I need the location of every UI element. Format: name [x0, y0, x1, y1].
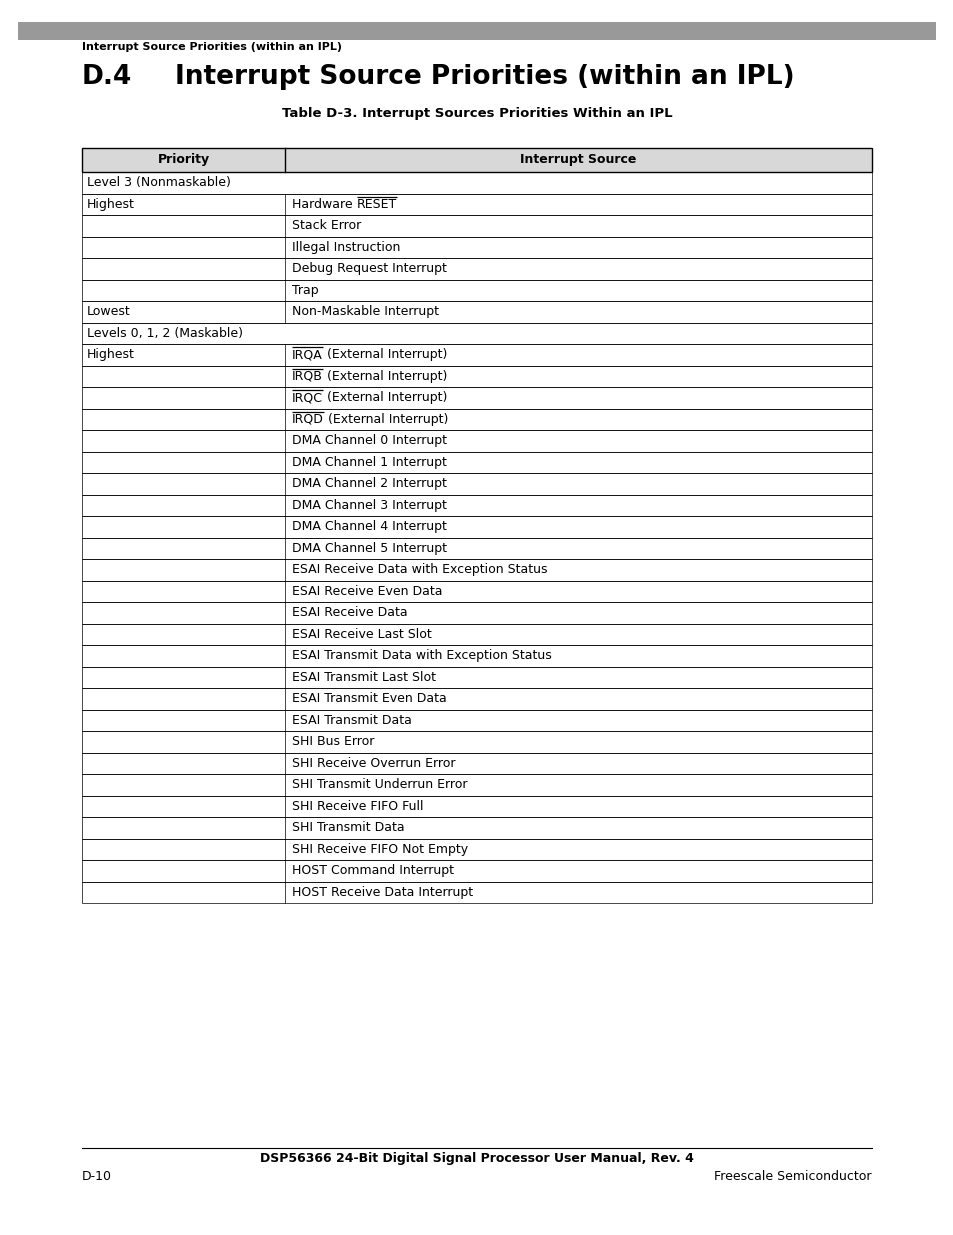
Bar	[82, 148, 871, 172]
Text: HOST Command Interrupt: HOST Command Interrupt	[292, 864, 454, 877]
Text: DMA Channel 4 Interrupt: DMA Channel 4 Interrupt	[292, 520, 446, 534]
Bar	[82, 645, 871, 667]
Text: SHI Transmit Underrun Error: SHI Transmit Underrun Error	[292, 778, 467, 792]
Bar	[82, 774, 871, 795]
Bar	[82, 345, 871, 366]
Text: Non-Maskable Interrupt: Non-Maskable Interrupt	[292, 305, 438, 319]
Text: Interrupt Source Priorities (within an IPL): Interrupt Source Priorities (within an I…	[174, 64, 794, 90]
Bar	[82, 516, 871, 537]
Text: ESAI Transmit Data with Exception Status: ESAI Transmit Data with Exception Status	[292, 650, 551, 662]
Text: Trap: Trap	[292, 284, 318, 296]
Bar	[82, 559, 871, 580]
Text: SHI Receive FIFO Not Empty: SHI Receive FIFO Not Empty	[292, 842, 468, 856]
Bar	[82, 387, 871, 409]
Text: (External Interrupt): (External Interrupt)	[322, 348, 447, 362]
Bar	[82, 279, 871, 301]
Text: IRQD: IRQD	[292, 412, 323, 426]
Text: SHI Transmit Data: SHI Transmit Data	[292, 821, 404, 835]
Text: IRQC: IRQC	[292, 391, 323, 404]
Text: RESET: RESET	[356, 198, 396, 211]
Text: DSP56366 24-Bit Digital Signal Processor User Manual, Rev. 4: DSP56366 24-Bit Digital Signal Processor…	[260, 1152, 693, 1165]
Bar	[82, 215, 871, 236]
Bar	[82, 818, 871, 839]
Text: Interrupt Source Priorities (within an IPL): Interrupt Source Priorities (within an I…	[82, 42, 341, 52]
Bar	[82, 258, 871, 279]
Bar	[82, 795, 871, 818]
Text: DMA Channel 2 Interrupt: DMA Channel 2 Interrupt	[292, 477, 446, 490]
Text: DMA Channel 1 Interrupt: DMA Channel 1 Interrupt	[292, 456, 446, 469]
Bar	[82, 322, 871, 345]
Text: DMA Channel 5 Interrupt: DMA Channel 5 Interrupt	[292, 542, 447, 555]
Bar	[82, 194, 871, 215]
Bar	[82, 430, 871, 452]
Text: Levels 0, 1, 2 (Maskable): Levels 0, 1, 2 (Maskable)	[87, 327, 243, 340]
Text: Table D-3. Interrupt Sources Priorities Within an IPL: Table D-3. Interrupt Sources Priorities …	[281, 107, 672, 120]
Text: Level 3 (Nonmaskable): Level 3 (Nonmaskable)	[87, 177, 231, 189]
Bar	[82, 494, 871, 516]
Bar	[18, 22, 935, 40]
Bar	[82, 473, 871, 494]
Text: Interrupt Source: Interrupt Source	[519, 153, 636, 167]
Bar	[82, 301, 871, 322]
Text: (External Interrupt): (External Interrupt)	[322, 369, 447, 383]
Text: Freescale Semiconductor: Freescale Semiconductor	[714, 1170, 871, 1183]
Text: D.4: D.4	[82, 64, 132, 90]
Bar	[82, 409, 871, 430]
Text: ESAI Receive Data: ESAI Receive Data	[292, 606, 407, 619]
Bar	[82, 236, 871, 258]
Bar	[82, 860, 871, 882]
Bar	[82, 537, 871, 559]
Bar	[82, 601, 871, 624]
Bar	[82, 624, 871, 645]
Text: Lowest: Lowest	[87, 305, 131, 319]
Text: IRQB: IRQB	[292, 369, 322, 383]
Text: SHI Bus Error: SHI Bus Error	[292, 735, 374, 748]
Text: Highest: Highest	[87, 348, 134, 362]
Text: Hardware: Hardware	[292, 198, 356, 211]
Text: (External Interrupt): (External Interrupt)	[323, 391, 447, 404]
Text: D-10: D-10	[82, 1170, 112, 1183]
Text: ESAI Transmit Even Data: ESAI Transmit Even Data	[292, 693, 446, 705]
Text: (External Interrupt): (External Interrupt)	[323, 412, 448, 426]
Text: SHI Receive FIFO Full: SHI Receive FIFO Full	[292, 800, 423, 813]
Text: ESAI Receive Even Data: ESAI Receive Even Data	[292, 584, 442, 598]
Bar	[82, 882, 871, 903]
Text: ESAI Transmit Data: ESAI Transmit Data	[292, 714, 412, 726]
Bar	[82, 709, 871, 731]
Bar	[82, 839, 871, 860]
Bar	[82, 452, 871, 473]
Text: Debug Request Interrupt: Debug Request Interrupt	[292, 262, 446, 275]
Bar	[82, 688, 871, 709]
Text: ESAI Receive Last Slot: ESAI Receive Last Slot	[292, 627, 432, 641]
Bar	[82, 752, 871, 774]
Text: Illegal Instruction: Illegal Instruction	[292, 241, 400, 253]
Text: ESAI Receive Data with Exception Status: ESAI Receive Data with Exception Status	[292, 563, 547, 577]
Bar	[82, 148, 871, 172]
Text: IRQA: IRQA	[292, 348, 322, 362]
Text: SHI Receive Overrun Error: SHI Receive Overrun Error	[292, 757, 455, 769]
Text: Priority: Priority	[157, 153, 210, 167]
Text: DMA Channel 0 Interrupt: DMA Channel 0 Interrupt	[292, 435, 447, 447]
Bar	[82, 172, 871, 194]
Bar	[82, 580, 871, 601]
Text: Highest: Highest	[87, 198, 134, 211]
Text: Stack Error: Stack Error	[292, 220, 361, 232]
Text: ESAI Transmit Last Slot: ESAI Transmit Last Slot	[292, 671, 436, 684]
Text: DMA Channel 3 Interrupt: DMA Channel 3 Interrupt	[292, 499, 446, 511]
Bar	[82, 366, 871, 387]
Bar	[82, 667, 871, 688]
Text: HOST Receive Data Interrupt: HOST Receive Data Interrupt	[292, 885, 473, 899]
Bar	[82, 731, 871, 752]
